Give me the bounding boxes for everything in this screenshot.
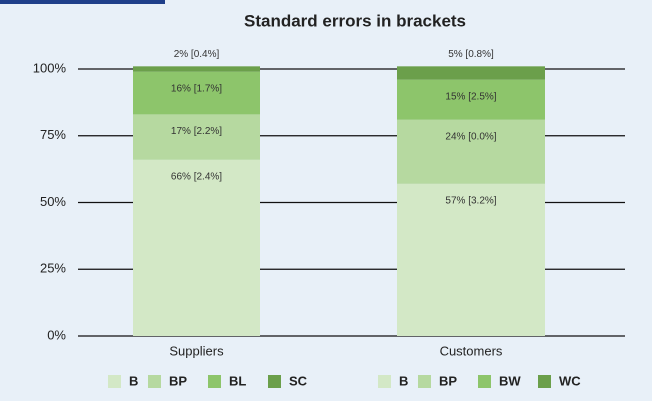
legend-label: SC bbox=[289, 373, 308, 388]
legend-label: B bbox=[399, 373, 408, 388]
y-tick-label: 25% bbox=[40, 261, 66, 276]
legend-label: BL bbox=[229, 373, 246, 388]
header-strip bbox=[0, 0, 165, 4]
legend-label: WC bbox=[559, 373, 581, 388]
bar-segment bbox=[133, 114, 260, 160]
x-tick-label: Customers bbox=[440, 343, 503, 358]
value-label: 5% [0.8%] bbox=[448, 49, 494, 60]
legend-label: BP bbox=[169, 373, 187, 388]
legend-swatch bbox=[268, 375, 281, 388]
value-label: 24% [0.0%] bbox=[445, 131, 496, 142]
legend-swatch bbox=[208, 375, 221, 388]
legend-label: BW bbox=[499, 373, 521, 388]
chart-title: Standard errors in brackets bbox=[244, 11, 466, 30]
bar-segment bbox=[133, 66, 260, 72]
bar-segment bbox=[397, 119, 545, 184]
value-label: 15% [2.5%] bbox=[445, 91, 496, 102]
y-tick-label: 75% bbox=[40, 127, 66, 142]
legend-swatch bbox=[538, 375, 551, 388]
legend-swatch bbox=[478, 375, 491, 388]
legend-label: BP bbox=[439, 373, 457, 388]
value-label: 17% [2.2%] bbox=[171, 126, 222, 137]
y-tick-label: 100% bbox=[33, 60, 67, 75]
legend-swatch bbox=[418, 375, 431, 388]
legend-swatch bbox=[108, 375, 121, 388]
bar-segment bbox=[397, 66, 545, 80]
bar-segment bbox=[397, 183, 545, 336]
value-label: 2% [0.4%] bbox=[174, 49, 220, 60]
bar-segment bbox=[397, 79, 545, 120]
y-tick-label: 0% bbox=[47, 327, 66, 342]
legend-swatch bbox=[148, 375, 161, 388]
legend-swatch bbox=[378, 375, 391, 388]
legend-label: B bbox=[129, 373, 138, 388]
value-label: 16% [1.7%] bbox=[171, 83, 222, 94]
y-tick-label: 50% bbox=[40, 194, 66, 209]
bar-segment bbox=[133, 71, 260, 115]
x-tick-label: Suppliers bbox=[169, 343, 224, 358]
value-label: 57% [3.2%] bbox=[445, 195, 496, 206]
bar-segment bbox=[133, 159, 260, 336]
value-label: 66% [2.4%] bbox=[171, 171, 222, 182]
